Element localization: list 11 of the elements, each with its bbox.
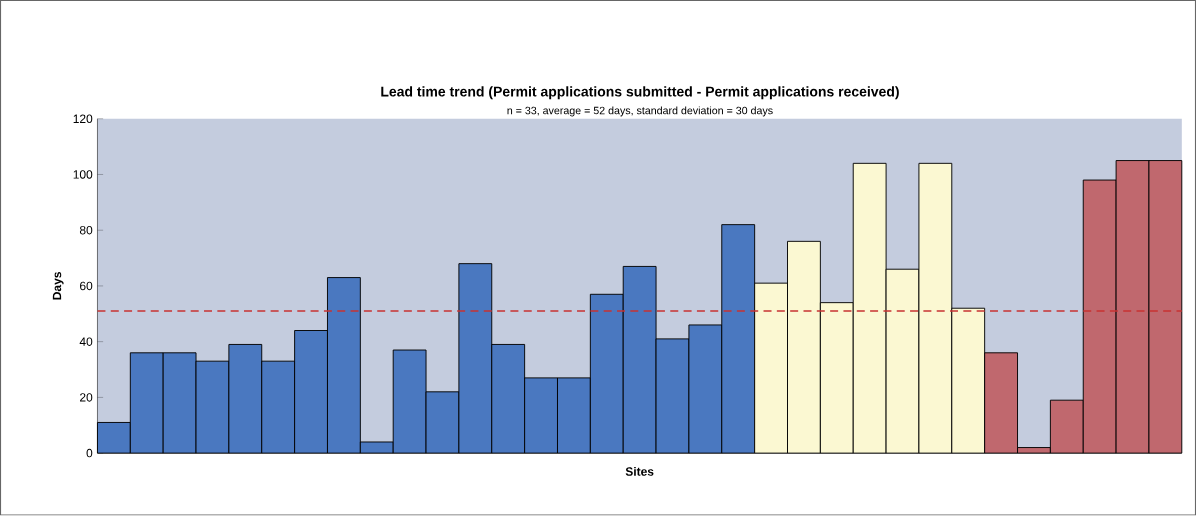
y-tick-label: 120 <box>73 114 93 124</box>
y-tick-label: 20 <box>80 393 93 402</box>
y-tick-label: 80 <box>79 226 93 235</box>
y-tick-label: 0 <box>86 449 93 458</box>
y-tick-label: 40 <box>79 337 93 347</box>
y-tick-label: 60 <box>80 281 93 291</box>
y-axis-title: Days <box>52 272 64 300</box>
x-axis-title: Sites <box>625 467 654 476</box>
y-tick-label: 100 <box>73 170 93 179</box>
chart-subtitle: n = 33, average = 52 days, standard deviation = 30 days <box>507 106 773 117</box>
chart-title: Lead time trend (Permit applications submitted - Permit applications received) <box>381 86 899 100</box>
